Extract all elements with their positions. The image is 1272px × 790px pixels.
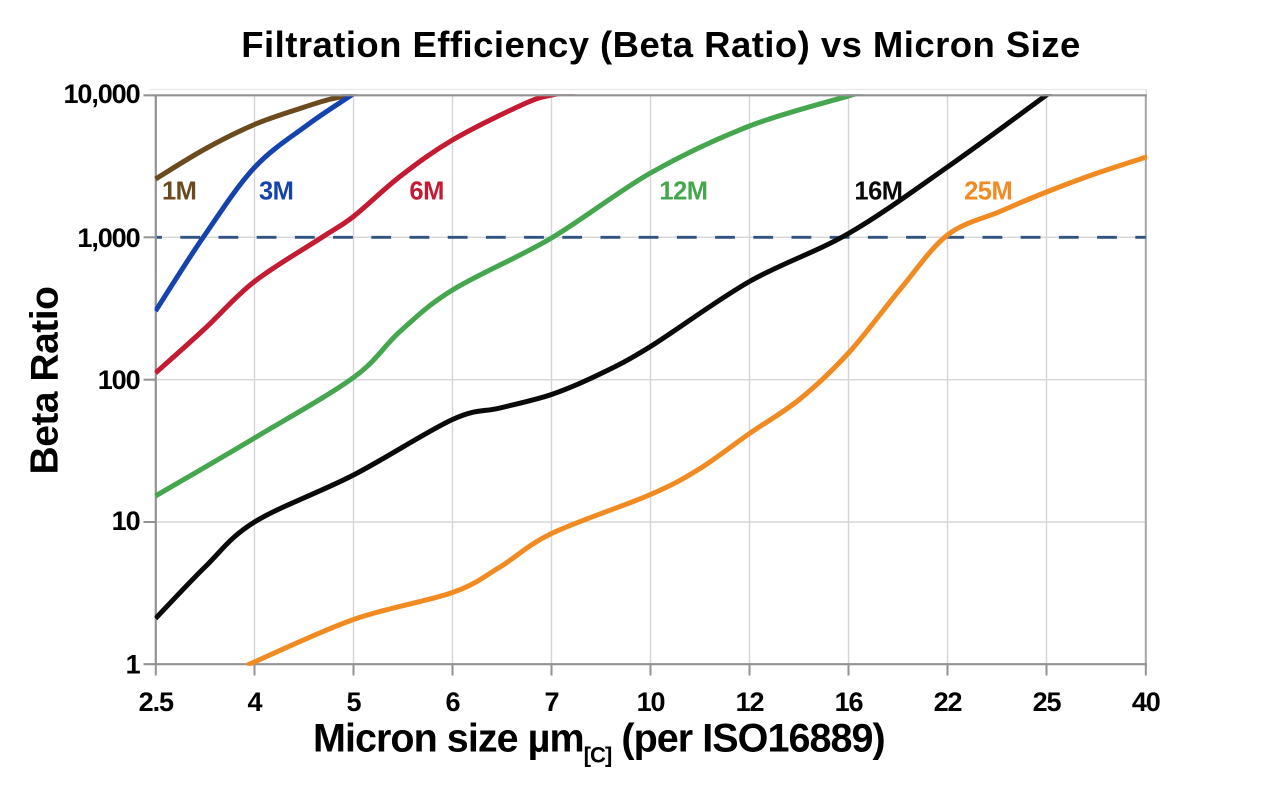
- svg-text:10: 10: [637, 687, 665, 717]
- svg-text:6M: 6M: [409, 177, 443, 205]
- svg-text:1,000: 1,000: [77, 223, 139, 253]
- svg-text:6: 6: [446, 687, 461, 717]
- svg-text:7: 7: [545, 687, 559, 717]
- svg-text:16M: 16M: [854, 177, 902, 205]
- svg-text:Filtration Efficiency (Beta Ra: Filtration Efficiency (Beta Ratio) vs Mi…: [241, 24, 1080, 65]
- svg-text:12M: 12M: [659, 177, 707, 205]
- svg-text:16: 16: [835, 687, 864, 717]
- svg-text:2.5: 2.5: [139, 687, 174, 717]
- svg-text:1: 1: [126, 650, 141, 680]
- svg-text:100: 100: [98, 365, 140, 395]
- svg-text:40: 40: [1132, 687, 1160, 717]
- svg-text:5: 5: [347, 687, 362, 717]
- svg-text:12: 12: [736, 687, 764, 717]
- svg-text:25M: 25M: [964, 177, 1012, 205]
- svg-text:25: 25: [1033, 687, 1062, 717]
- svg-text:1M: 1M: [162, 177, 196, 205]
- svg-text:10,000: 10,000: [64, 79, 140, 109]
- svg-text:22: 22: [934, 687, 962, 717]
- svg-text:4: 4: [248, 687, 263, 717]
- svg-text:Beta Ratio: Beta Ratio: [24, 287, 67, 475]
- svg-text:10: 10: [112, 506, 140, 536]
- svg-text:3M: 3M: [259, 177, 293, 205]
